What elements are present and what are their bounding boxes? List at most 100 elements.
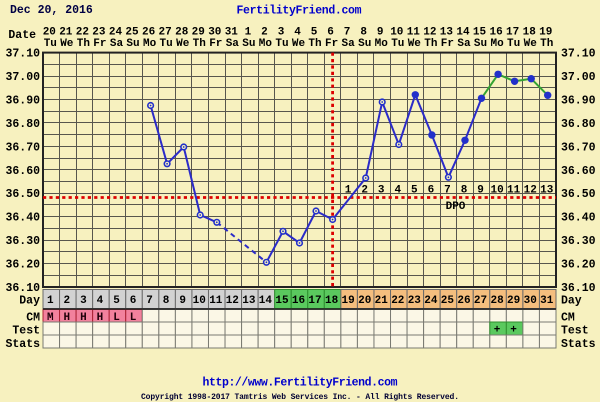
svg-text:3: 3 bbox=[80, 295, 87, 307]
svg-text:25: 25 bbox=[125, 27, 139, 39]
svg-text:Dec 20, 2016: Dec 20, 2016 bbox=[10, 4, 93, 17]
svg-text:Su: Su bbox=[242, 38, 255, 50]
svg-text:37.10: 37.10 bbox=[5, 48, 40, 61]
svg-text:Mo: Mo bbox=[490, 38, 504, 50]
svg-text:4: 4 bbox=[394, 185, 401, 197]
svg-text:+: + bbox=[510, 325, 517, 337]
svg-text:We: We bbox=[176, 38, 190, 50]
svg-text:36.20: 36.20 bbox=[561, 259, 596, 272]
svg-text:9: 9 bbox=[179, 295, 186, 307]
svg-text:FertilityFriend.com: FertilityFriend.com bbox=[237, 5, 362, 18]
svg-text:36.90: 36.90 bbox=[5, 95, 40, 108]
svg-text:Mo: Mo bbox=[259, 38, 273, 50]
svg-text:10: 10 bbox=[193, 295, 206, 307]
svg-text:We: We bbox=[60, 38, 74, 50]
svg-text:5: 5 bbox=[311, 27, 318, 39]
svg-text:Sa: Sa bbox=[226, 38, 240, 50]
svg-text:30: 30 bbox=[524, 295, 537, 307]
svg-text:36.60: 36.60 bbox=[5, 165, 40, 178]
svg-text:36.10: 36.10 bbox=[561, 282, 596, 295]
svg-text:DPO: DPO bbox=[446, 201, 466, 213]
svg-text:11: 11 bbox=[507, 185, 521, 197]
svg-text:Sa: Sa bbox=[110, 38, 124, 50]
svg-text:36.50: 36.50 bbox=[561, 188, 596, 201]
svg-text:27: 27 bbox=[474, 295, 487, 307]
svg-text:Mo: Mo bbox=[375, 38, 389, 50]
svg-text:Test: Test bbox=[561, 325, 589, 338]
svg-text:We: We bbox=[408, 38, 422, 50]
svg-text:2: 2 bbox=[361, 185, 368, 197]
svg-text:21: 21 bbox=[375, 295, 389, 307]
svg-text:11: 11 bbox=[407, 27, 421, 39]
svg-text:36.30: 36.30 bbox=[561, 235, 596, 248]
svg-text:15: 15 bbox=[473, 27, 487, 39]
svg-text:10: 10 bbox=[390, 27, 403, 39]
svg-text:Sa: Sa bbox=[457, 38, 471, 50]
svg-text:Date: Date bbox=[8, 29, 36, 42]
svg-text:+: + bbox=[494, 325, 501, 337]
svg-text:16: 16 bbox=[292, 295, 305, 307]
svg-text:Su: Su bbox=[474, 38, 487, 50]
svg-text:9: 9 bbox=[377, 27, 384, 39]
svg-text:19: 19 bbox=[341, 295, 354, 307]
svg-text:Th: Th bbox=[540, 38, 553, 50]
svg-text:6: 6 bbox=[327, 27, 334, 39]
svg-text:10: 10 bbox=[490, 185, 503, 197]
svg-text:6: 6 bbox=[130, 295, 137, 307]
svg-text:31: 31 bbox=[540, 295, 554, 307]
svg-text:6: 6 bbox=[428, 185, 435, 197]
svg-text:36.50: 36.50 bbox=[5, 188, 40, 201]
svg-text:36.80: 36.80 bbox=[561, 118, 596, 131]
svg-text:1: 1 bbox=[245, 27, 252, 39]
svg-text:Copyright 1998-2017 Tamtris We: Copyright 1998-2017 Tamtris Web Services… bbox=[141, 393, 459, 402]
svg-text:Su: Su bbox=[358, 38, 371, 50]
svg-text:9: 9 bbox=[477, 185, 484, 197]
svg-text:17: 17 bbox=[506, 27, 519, 39]
svg-text:Tu: Tu bbox=[159, 38, 172, 50]
svg-text:36.30: 36.30 bbox=[5, 235, 40, 248]
svg-text:M: M bbox=[47, 312, 54, 324]
svg-text:We: We bbox=[524, 38, 538, 50]
svg-text:24: 24 bbox=[424, 295, 438, 307]
svg-text:Stats: Stats bbox=[561, 338, 596, 351]
svg-text:Sa: Sa bbox=[341, 38, 355, 50]
svg-text:12: 12 bbox=[423, 27, 436, 39]
svg-text:Tu: Tu bbox=[507, 38, 520, 50]
svg-text:25: 25 bbox=[441, 295, 455, 307]
svg-text:4: 4 bbox=[97, 295, 104, 307]
svg-text:2: 2 bbox=[63, 295, 70, 307]
svg-text:36.70: 36.70 bbox=[5, 141, 40, 154]
svg-text:36.80: 36.80 bbox=[5, 118, 40, 131]
svg-text:24: 24 bbox=[109, 27, 123, 39]
svg-text:12: 12 bbox=[524, 185, 537, 197]
svg-text:29: 29 bbox=[507, 295, 520, 307]
svg-text:CM: CM bbox=[561, 312, 575, 325]
svg-text:Tu: Tu bbox=[391, 38, 404, 50]
svg-text:1: 1 bbox=[47, 295, 54, 307]
svg-text:26: 26 bbox=[457, 295, 470, 307]
svg-text:36.70: 36.70 bbox=[561, 141, 596, 154]
svg-text:Tu: Tu bbox=[275, 38, 288, 50]
svg-text:7: 7 bbox=[146, 295, 153, 307]
svg-text:Fr: Fr bbox=[441, 38, 454, 50]
svg-text:20: 20 bbox=[43, 27, 56, 39]
svg-text:23: 23 bbox=[408, 295, 422, 307]
svg-text:17: 17 bbox=[308, 295, 321, 307]
svg-text:Fr: Fr bbox=[209, 38, 222, 50]
svg-text:26: 26 bbox=[142, 27, 155, 39]
svg-text:36.40: 36.40 bbox=[561, 212, 596, 225]
svg-text:27: 27 bbox=[158, 27, 171, 39]
svg-text:37.10: 37.10 bbox=[561, 48, 596, 61]
svg-text:36.90: 36.90 bbox=[561, 95, 596, 108]
svg-text:Day: Day bbox=[561, 295, 582, 308]
svg-text:Th: Th bbox=[308, 38, 321, 50]
svg-text:Tu: Tu bbox=[44, 38, 57, 50]
svg-text:L: L bbox=[113, 312, 120, 324]
svg-text:We: We bbox=[292, 38, 306, 50]
svg-text:Th: Th bbox=[424, 38, 437, 50]
svg-text:28: 28 bbox=[490, 295, 504, 307]
svg-text:7: 7 bbox=[444, 185, 451, 197]
svg-text:12: 12 bbox=[226, 295, 239, 307]
svg-text:37.00: 37.00 bbox=[561, 71, 596, 84]
svg-text:22: 22 bbox=[391, 295, 404, 307]
